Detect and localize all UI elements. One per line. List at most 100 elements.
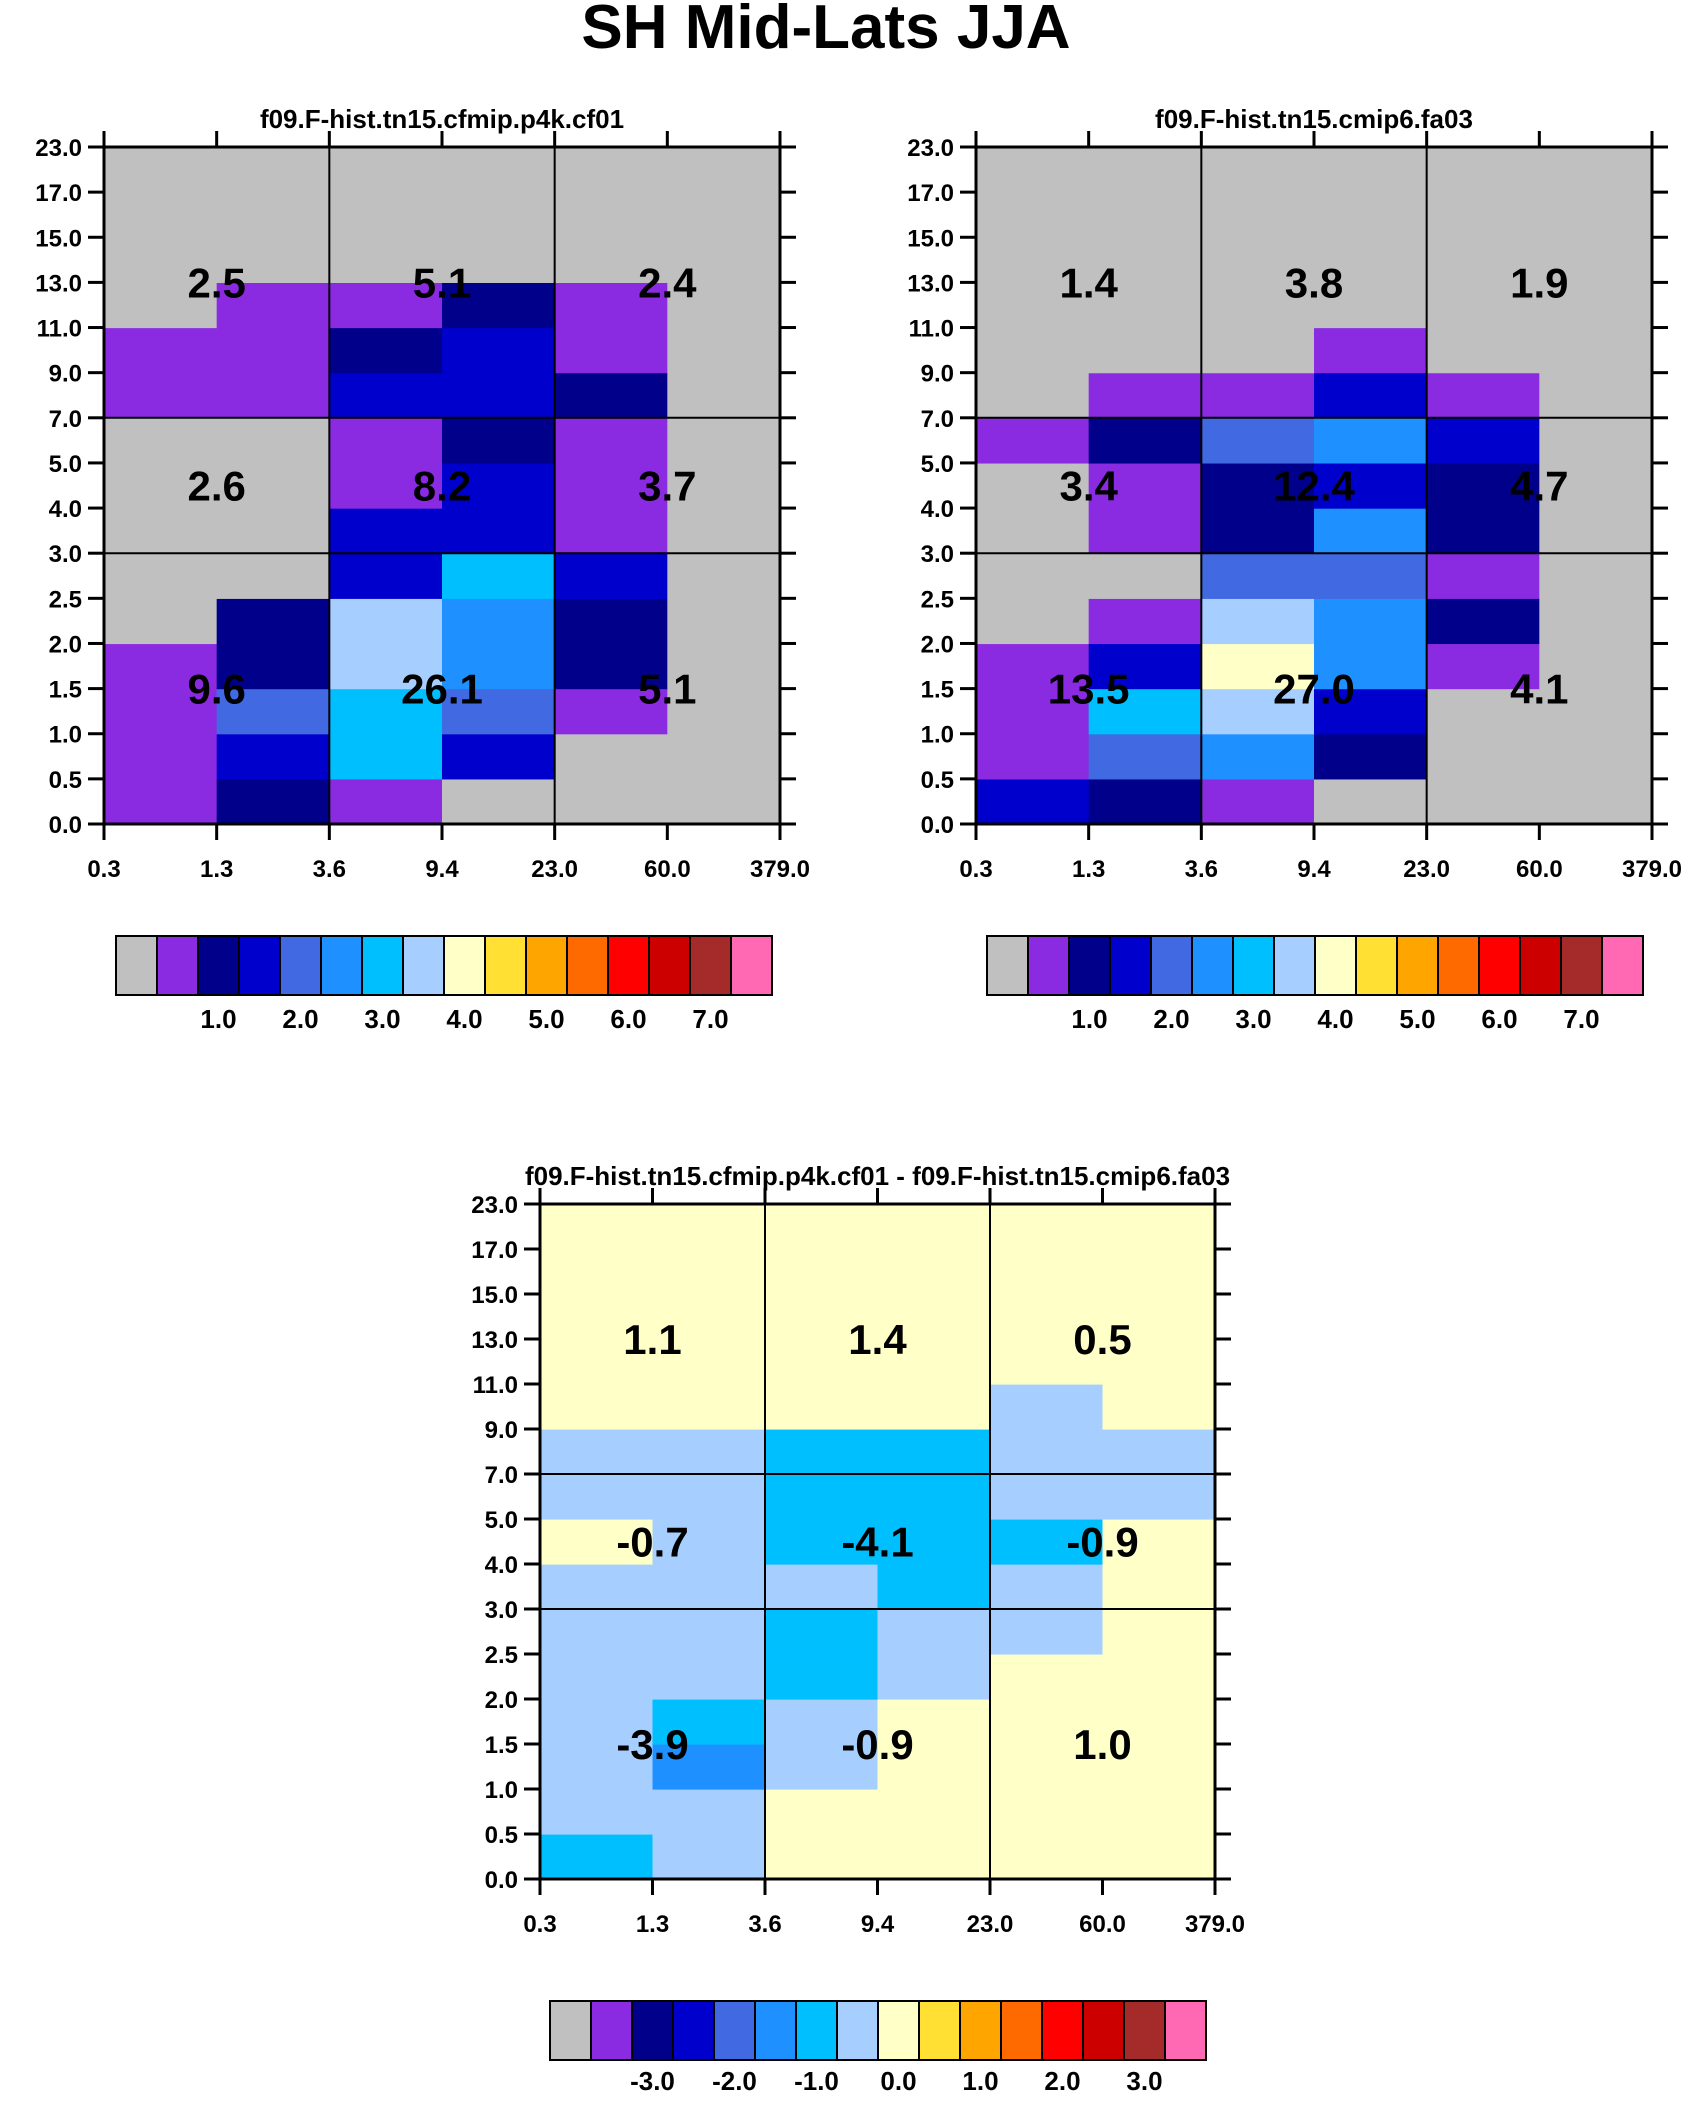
heatmap-cell: [442, 147, 556, 193]
colorbar-swatch: [877, 2000, 920, 2061]
heatmap-cell: [1102, 1429, 1216, 1475]
panel-2: f09.F-hist.tn15.cmip6.fa03 0.3 1.3 3.6 9.4 23…: [907, 104, 1682, 1034]
heatmap-cell: [1539, 733, 1653, 780]
x-tick-label: 9.4: [861, 1911, 895, 1938]
panels: f09.F-hist.tn15.cfmip.p4k.cf01 0.3 1.3 3.6 9…: [35, 104, 1682, 2096]
heatmap-cell: [1102, 1789, 1216, 1835]
colorbar-label: 2.0: [1153, 1004, 1189, 1034]
box-value-label: -4.1: [841, 1519, 913, 1566]
colorbar-swatch: [1560, 935, 1603, 996]
colorbar-swatch: [320, 935, 363, 996]
heatmap-cell: [442, 733, 556, 780]
heatmap-cell: [216, 282, 330, 329]
heatmap-cell: [554, 147, 668, 193]
box-value-label: 5.1: [638, 666, 696, 713]
heatmap-cell: [1314, 643, 1428, 690]
colorbar-swatch: [1000, 2000, 1043, 2061]
heatmap-cell: [652, 1834, 766, 1880]
box-value-label: -3.9: [616, 1721, 688, 1768]
heatmap-cell: [976, 778, 1090, 825]
y-tick-label: 11.0: [473, 1372, 518, 1399]
heatmap-cell: [877, 1744, 991, 1790]
heatmap-cell: [1102, 1744, 1216, 1790]
heatmap-cell: [1201, 372, 1315, 419]
heatmap-cell: [104, 372, 218, 419]
heatmap-cell: [104, 553, 218, 599]
y-tick-label: 17.0: [35, 180, 82, 207]
y-tick-label: 17.0: [907, 180, 954, 207]
heatmap-cell: [216, 778, 330, 825]
colorbar-swatch: [1396, 935, 1439, 996]
y-tick-label: 7.0: [49, 406, 82, 433]
heatmap-cell: [1102, 1654, 1216, 1700]
heatmap-cell: [667, 778, 781, 825]
heatmap-cell: [442, 417, 556, 464]
heatmap-cell: [1314, 598, 1428, 645]
x-tick-label: 3.6: [748, 1911, 781, 1938]
heatmap-cell: [667, 237, 781, 283]
colorbar-label: -1.0: [794, 2066, 839, 2096]
heatmap-cell: [1426, 147, 1540, 193]
heatmap-cell: [1539, 508, 1653, 554]
heatmap-cell: [1426, 688, 1540, 735]
heatmap-cell: [990, 1789, 1104, 1835]
heatmap-cell: [1314, 733, 1428, 780]
y-tick-label: 23.0: [471, 1192, 518, 1219]
heatmap-cell: [1314, 417, 1428, 464]
heatmap-cell: [540, 1249, 654, 1295]
colorbar-label: 0.0: [880, 2066, 916, 2096]
heatmap-cell: [765, 1339, 879, 1385]
x-tick-label: 23.0: [1403, 856, 1450, 883]
box-value-label: 3.8: [1285, 259, 1343, 306]
heatmap-cell: [554, 598, 668, 645]
heatmap-cell: [329, 147, 443, 193]
heatmap-cell: [1314, 553, 1428, 599]
heatmap-cell: [216, 598, 330, 645]
heatmap-cell: [990, 1519, 1104, 1565]
heatmap-cell: [877, 1339, 991, 1385]
heatmap-cell: [976, 733, 1090, 780]
y-tick-label: 9.0: [485, 1417, 518, 1444]
heatmap-cell: [990, 1834, 1104, 1880]
colorbar-label: -3.0: [630, 2066, 675, 2096]
y-tick-label: 2.5: [921, 586, 954, 613]
box-value-label: 26.1: [401, 666, 483, 713]
heatmap-cell: [1201, 508, 1315, 554]
heatmap-cell: [104, 462, 218, 509]
heatmap-cell: [329, 372, 443, 419]
colorbar-swatch: [730, 935, 773, 996]
heatmap-cell: [329, 598, 443, 645]
heatmap-cell: [1102, 1519, 1216, 1565]
heatmap-cell: [765, 1789, 879, 1835]
heatmap-cell: [990, 1474, 1104, 1520]
y-tick-label: 0.0: [485, 1867, 518, 1894]
heatmap-cell: [877, 1474, 991, 1520]
heatmap-cell: [877, 1294, 991, 1340]
heatmap-cell: [976, 598, 1090, 645]
heatmap-cell: [667, 282, 781, 329]
heatmap-cell: [442, 192, 556, 238]
heatmap-cell: [1539, 192, 1653, 238]
heatmap-cell: [1426, 553, 1540, 599]
heatmap-cell: [667, 417, 781, 464]
y-tick-label: 0.5: [485, 1822, 518, 1849]
box-value-label: 8.2: [413, 463, 471, 510]
heatmap-cell: [540, 1834, 654, 1880]
heatmap-cell: [1539, 372, 1653, 419]
heatmap-cell: [765, 1249, 879, 1295]
heatmap-cell: [652, 1744, 766, 1790]
box-value-label: 3.4: [1059, 463, 1118, 510]
colorbar-swatch: [713, 2000, 756, 2061]
box-value-label: 5.1: [413, 259, 471, 306]
heatmap-cell: [990, 1744, 1104, 1790]
heatmap-cell: [442, 643, 556, 690]
panel-title: f09.F-hist.tn15.cfmip.p4k.cf01: [260, 104, 624, 134]
heatmap-cell: [104, 598, 218, 645]
heatmap-cell: [990, 1609, 1104, 1655]
heatmap-cell: [442, 462, 556, 509]
y-tick-label: 2.5: [49, 586, 82, 613]
heatmap-cell: [216, 147, 330, 193]
panel-3: f09.F-hist.tn15.cfmip.p4k.cf01 - f09.F-h…: [471, 1161, 1245, 2096]
colorbar-label: 3.0: [364, 1004, 400, 1034]
colorbar-swatch: [443, 935, 486, 996]
